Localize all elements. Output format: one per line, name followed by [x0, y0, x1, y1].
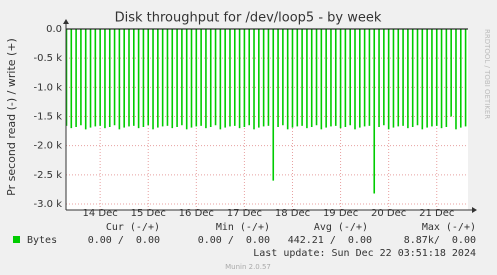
legend-value: 8.87k/ 0.00: [404, 235, 476, 246]
y-tick-label: -2.0 k: [34, 141, 63, 152]
x-tick-label: 19 Dec: [323, 208, 358, 219]
legend-value: 0.00 / 0.00: [198, 235, 270, 246]
plot-area: [66, 29, 468, 210]
x-tick-label: 20 Dec: [371, 208, 406, 219]
x-tick-label: 18 Dec: [275, 208, 310, 219]
x-tick-label: 17 Dec: [227, 208, 262, 219]
chart-title: Disk throughput for /dev/loop5 - by week: [115, 11, 382, 26]
watermark: RRDTOOL / TOBI OETIKER: [483, 29, 491, 119]
y-axis-arrow: [63, 19, 69, 24]
y-tick-label: -1.5 k: [34, 112, 63, 123]
legend-header: Cur (-/+): [106, 222, 160, 233]
legend-label: Bytes: [27, 235, 57, 246]
x-tick-label: 21 Dec: [419, 208, 454, 219]
x-tick-label: 16 Dec: [179, 208, 214, 219]
y-tick-label: -2.5 k: [34, 170, 63, 181]
legend-header: Max (-/+): [422, 222, 476, 233]
legend-swatch: [13, 236, 20, 243]
y-tick-label: -0.5 k: [34, 53, 63, 64]
legend-value: 0.00 / 0.00: [88, 235, 160, 246]
legend-header: Avg (-/+): [314, 222, 368, 233]
y-axis-label: Pr second read (-) / write (+): [5, 38, 18, 196]
x-tick-label: 15 Dec: [131, 208, 166, 219]
legend-header: Min (-/+): [216, 222, 270, 233]
y-tick-label: -3.0 k: [34, 199, 63, 210]
x-tick-label: 14 Dec: [83, 208, 118, 219]
y-tick-label: -1.0 k: [34, 82, 63, 93]
legend-value: 442.21 / 0.00: [288, 235, 372, 246]
footer: Munin 2.0.57: [225, 263, 271, 271]
y-tick-label: 0.0: [46, 24, 62, 35]
x-axis-arrow: [472, 207, 477, 213]
last-update: Last update: Sun Dec 22 03:51:18 2024: [253, 248, 476, 259]
